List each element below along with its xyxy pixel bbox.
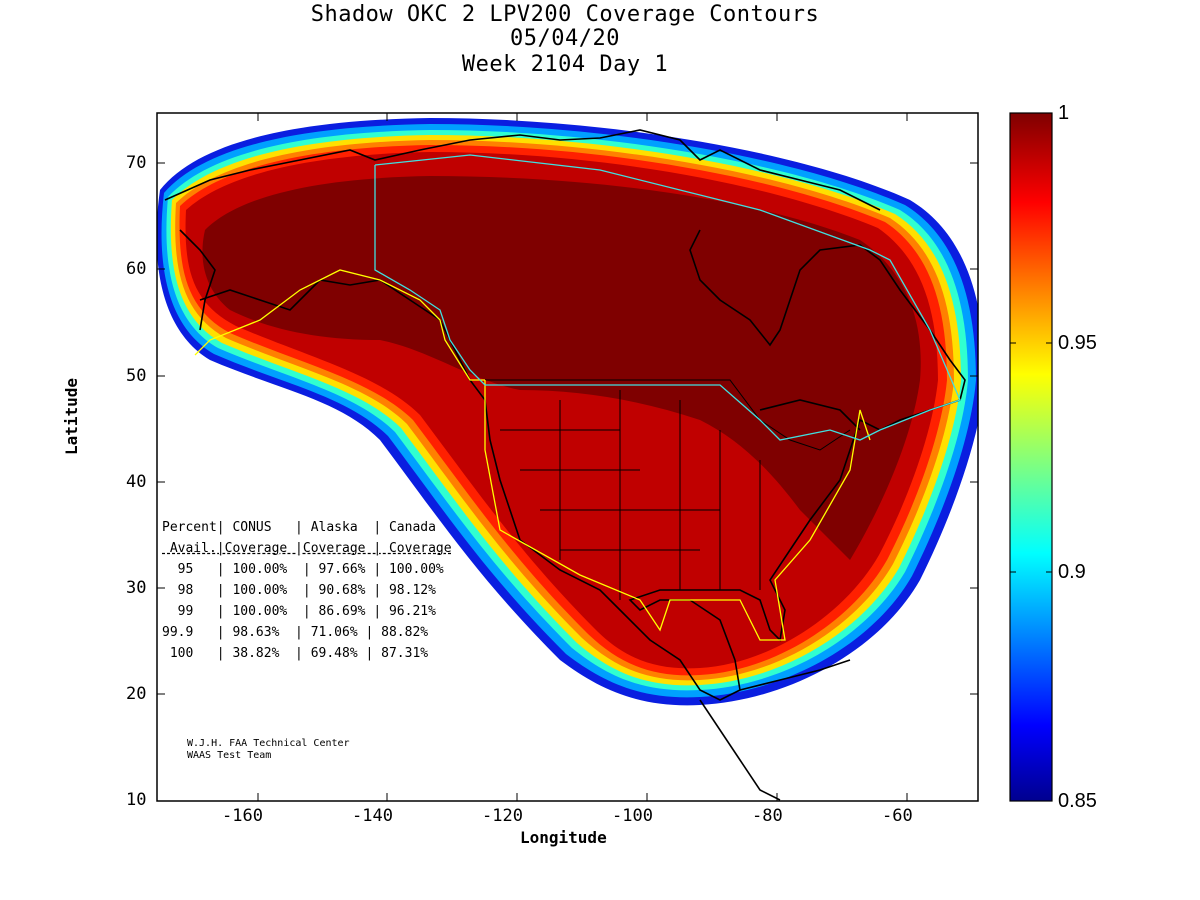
y-tick-label: 60 [126, 259, 147, 279]
colorbar-tick-label: 0.9 [1058, 561, 1086, 583]
colorbar-tick-label: 0.95 [1058, 332, 1097, 354]
x-tick-label: -100 [612, 806, 653, 826]
stats-row: 100 | 38.82% | 69.48% | 87.31% [162, 646, 429, 661]
credit-line: W.J.H. FAA Technical Center [187, 738, 350, 749]
colorbar-ticks [1010, 342, 1052, 573]
x-tick-label: -160 [222, 806, 263, 826]
stats-header-row: Avail.|Coverage |Coverage | Coverage [162, 541, 452, 556]
x-tick-label: -140 [352, 806, 393, 826]
x-axis-label: Longitude [520, 828, 607, 847]
plot-title-line-1: Shadow OKC 2 LPV200 Coverage Contours [310, 2, 820, 27]
coverage-stats-table: Percent| CONUS | Alaska | Canada Avail.|… [162, 517, 452, 664]
colorbar-tick-label: 1 [1058, 102, 1070, 124]
stats-header-row: Percent| CONUS | Alaska | Canada [162, 520, 436, 535]
credit-line: WAAS Test Team [187, 750, 272, 761]
x-tick-label: -80 [752, 806, 783, 826]
y-tick-label: 30 [126, 578, 147, 598]
x-tick-label: -120 [482, 806, 523, 826]
colorbar [1009, 112, 1053, 802]
axis-ticks [157, 113, 978, 801]
plot-title-line-3: Week 2104 Day 1 [461, 52, 669, 77]
stats-row: 98 | 100.00% | 90.68% | 98.12% [162, 583, 436, 598]
y-tick-label: 10 [126, 790, 147, 810]
y-tick-label: 50 [126, 366, 147, 386]
plot-title-line-2: 05/04/20 [510, 26, 620, 51]
y-tick-label: 20 [126, 684, 147, 704]
stats-row: 99.9 | 98.63% | 71.06% | 88.82% [162, 625, 429, 640]
stats-row: 99 | 100.00% | 86.69% | 96.21% [162, 604, 436, 619]
stats-row: 95 | 100.00% | 97.66% | 100.00% [162, 562, 444, 577]
colorbar-tick-label: 0.85 [1058, 790, 1097, 812]
x-tick-label: -60 [882, 806, 913, 826]
coverage-boundaries [194, 154, 961, 641]
y-axis-label: Latitude [62, 377, 81, 455]
y-tick-label: 70 [126, 153, 147, 173]
plot-frame [156, 112, 979, 802]
y-tick-label: 40 [126, 472, 147, 492]
state-borders [485, 379, 851, 600]
